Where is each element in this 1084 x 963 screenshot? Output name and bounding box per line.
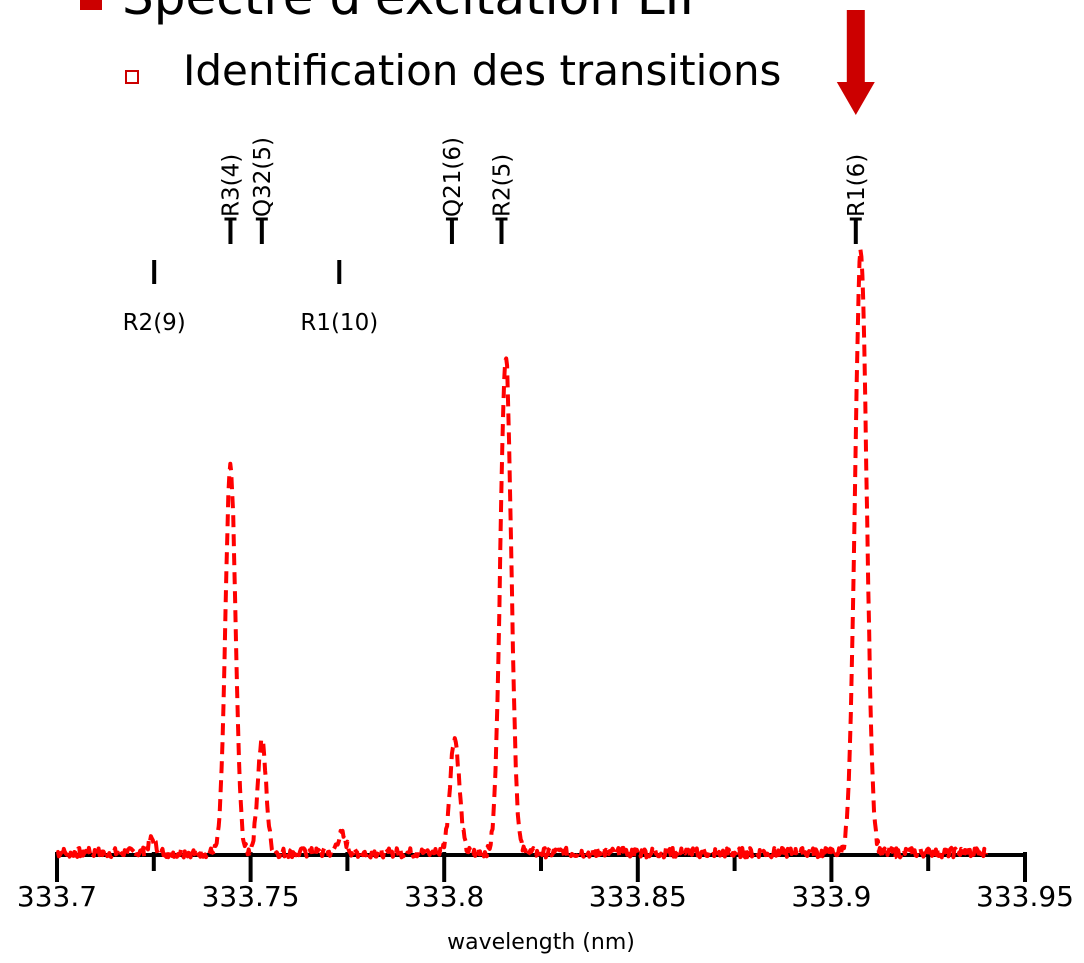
arrow-head <box>836 82 875 115</box>
series-line <box>55 247 989 860</box>
transition-label: Q21(6) <box>440 137 466 217</box>
transition-label: R1(10) <box>300 310 378 336</box>
slide-subheading: Identification des transitions <box>183 46 782 95</box>
x-tick-label: 333.7 <box>17 880 97 913</box>
transition-label: R1(6) <box>844 154 870 217</box>
x-axis-label: wavelength (nm) <box>447 930 635 955</box>
x-tick-label: 333.85 <box>589 880 687 913</box>
transition-label: Q32(5) <box>250 137 276 217</box>
arrow-shaft <box>846 10 865 85</box>
transition-label: R3(4) <box>218 154 244 217</box>
highlight-arrow <box>836 10 875 115</box>
transition-label: R2(5) <box>490 154 516 217</box>
series-spectrum <box>55 247 989 860</box>
heading-bullet <box>80 0 102 10</box>
x-tick-label: 333.9 <box>791 880 871 913</box>
x-tick-label: 333.75 <box>202 880 300 913</box>
x-tick-label: 333.8 <box>404 880 484 913</box>
x-tick-label: 333.95 <box>976 880 1074 913</box>
transition-annotations: R3(4) Q32(5) Q21(6) R2(5) R1(6) R2(9) R1(10) <box>123 137 870 336</box>
transition-label: R2(9) <box>123 310 186 336</box>
subheading-bullet <box>125 70 139 84</box>
slide-heading: Spectre d'excitation LIF <box>122 0 708 22</box>
x-axis: 333.7 333.75 333.8 333.85 333.9 333.95 <box>17 852 1074 913</box>
